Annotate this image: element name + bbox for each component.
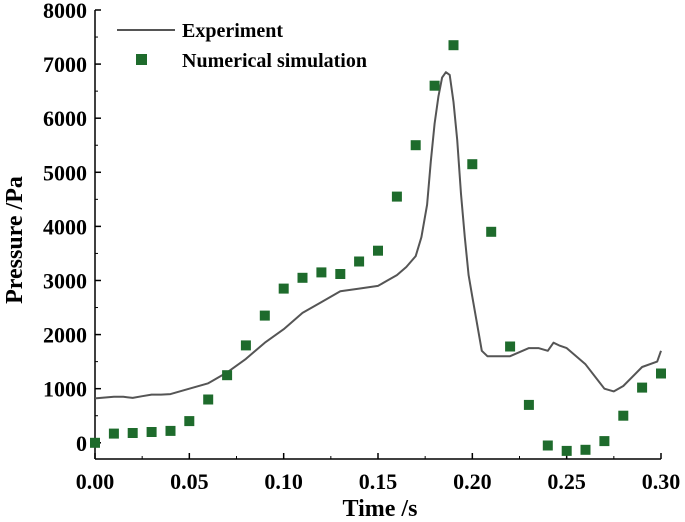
- x-tick-label: 0.20: [453, 469, 492, 494]
- simulation-point: [184, 416, 195, 427]
- legend-experiment-label: Experiment: [182, 20, 283, 42]
- numerical-simulation-series: [90, 40, 666, 456]
- y-tick-label: 0: [76, 431, 87, 456]
- simulation-point: [391, 191, 402, 202]
- simulation-point: [90, 437, 100, 448]
- simulation-point: [146, 427, 157, 437]
- simulation-point: [561, 445, 572, 456]
- y-axis-title: Pressure /Pa: [2, 176, 28, 304]
- simulation-point: [240, 340, 251, 351]
- simulation-point: [505, 341, 516, 352]
- x-tick-label: 0.15: [359, 469, 398, 494]
- simulation-point: [486, 226, 497, 237]
- x-tick-label: 0.10: [264, 469, 303, 494]
- y-tick-label: 4000: [43, 214, 87, 239]
- experiment-line: [94, 71, 662, 400]
- x-axis: 0.00 0.05 0.10 0.15 0.20 0.25 0.30: [76, 453, 681, 494]
- simulation-point: [373, 245, 383, 256]
- simulation-point: [410, 140, 421, 151]
- legend-numerical-simulation-marker: [136, 54, 147, 65]
- simulation-point: [278, 283, 289, 294]
- x-axis-title: Time /s: [343, 496, 418, 522]
- simulation-point: [297, 272, 308, 283]
- y-axis: 0 1000 2000 3000 4000 5000 6000 7000 8000: [43, 0, 101, 456]
- simulation-point: [259, 310, 270, 321]
- simulation-point: [316, 267, 327, 278]
- simulation-point: [580, 444, 591, 455]
- simulation-point: [637, 382, 648, 393]
- simulation-point: [542, 440, 553, 451]
- simulation-point: [599, 436, 610, 447]
- legend-numerical-simulation-label: Numerical simulation: [182, 50, 367, 72]
- simulation-point: [108, 428, 119, 439]
- simulation-point: [429, 80, 440, 91]
- simulation-point: [467, 159, 478, 170]
- y-tick-label: 8000: [43, 0, 87, 23]
- simulation-point: [127, 428, 138, 438]
- legend: Experiment Numerical simulation: [117, 20, 367, 72]
- x-tick-label: 0.00: [76, 469, 115, 494]
- y-tick-label: 5000: [43, 160, 87, 185]
- x-tick-label: 0.30: [642, 469, 681, 494]
- simulation-point: [203, 394, 214, 405]
- y-tick-label: 2000: [43, 323, 87, 348]
- simulation-point: [656, 368, 666, 379]
- y-tick-label: 6000: [43, 106, 87, 131]
- simulation-point: [222, 370, 233, 381]
- y-tick-label: 3000: [43, 268, 87, 293]
- simulation-point: [448, 40, 459, 51]
- x-tick-label: 0.25: [547, 469, 586, 494]
- simulation-point: [335, 269, 346, 279]
- simulation-point: [354, 256, 365, 267]
- simulation-point: [618, 410, 629, 421]
- simulation-point: [523, 399, 534, 410]
- simulation-point: [165, 425, 176, 436]
- x-tick-label: 0.05: [170, 469, 209, 494]
- y-tick-label: 7000: [43, 52, 87, 77]
- y-tick-label: 1000: [43, 377, 87, 402]
- experiment-series: [94, 71, 662, 400]
